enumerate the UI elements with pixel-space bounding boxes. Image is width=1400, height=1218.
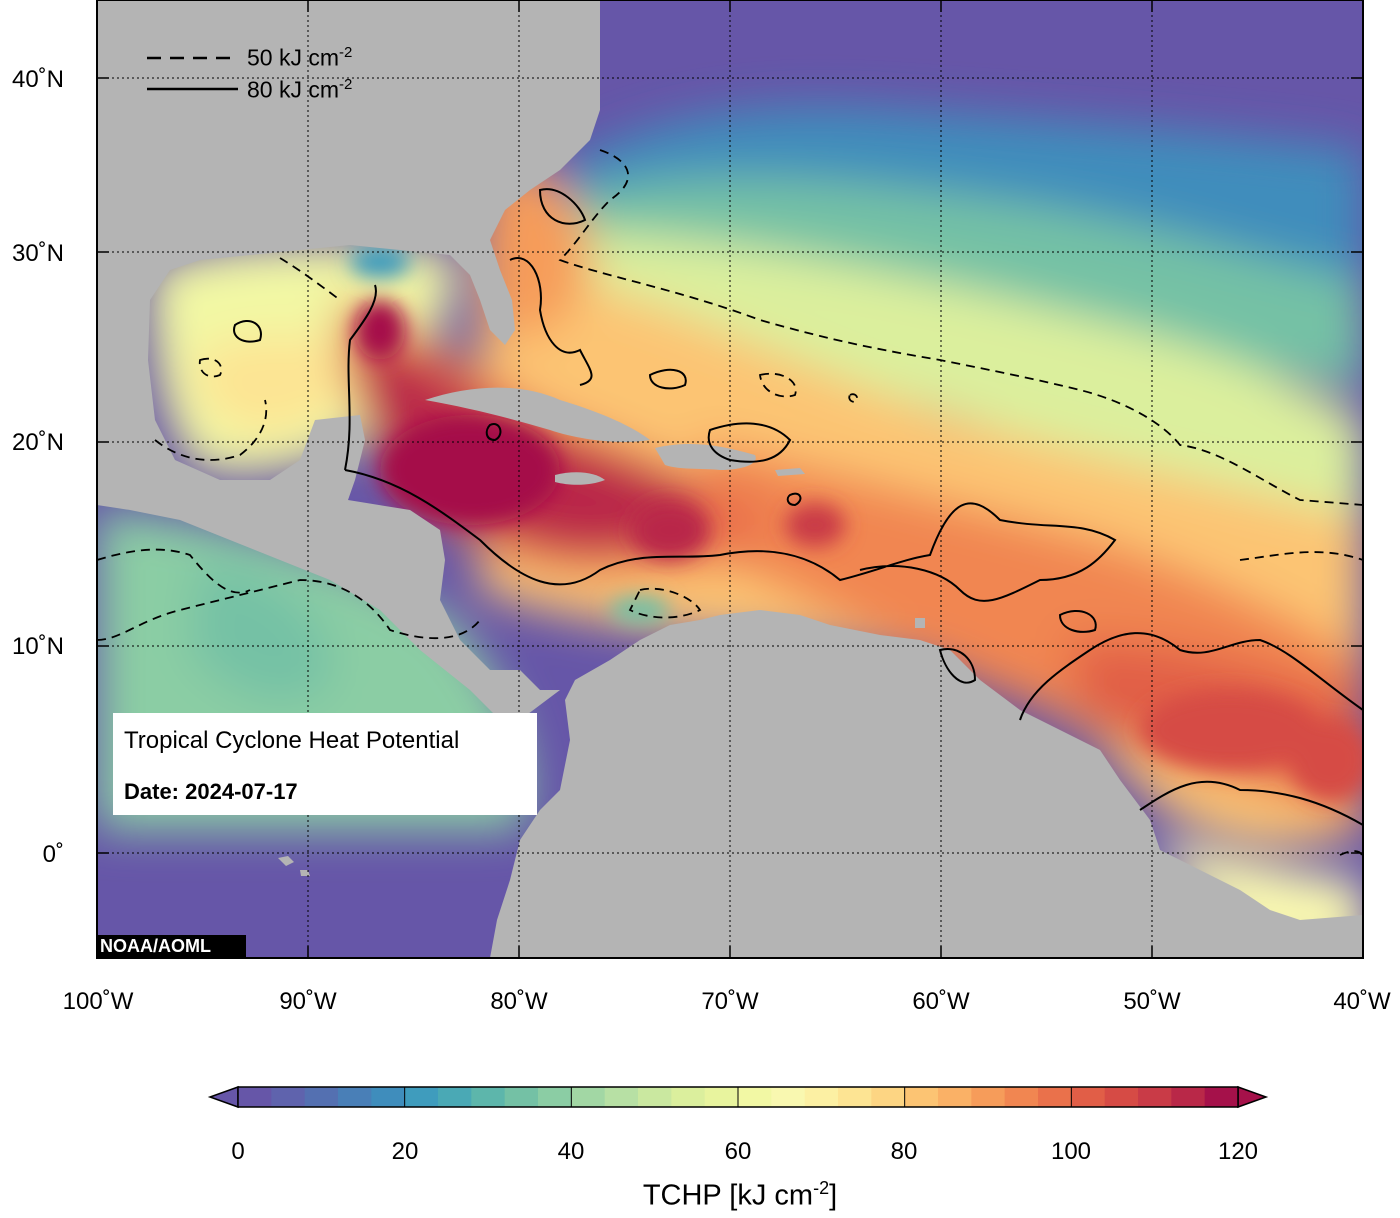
lon-label: 80˚W: [490, 988, 548, 1015]
colorbar-segment: [538, 1087, 572, 1107]
colorbar-segment: [438, 1087, 472, 1107]
colorbar-segment: [504, 1087, 539, 1107]
legend-dashed-text: 50 kJ cm: [247, 44, 340, 71]
colorbar-segment: [304, 1087, 339, 1107]
lat-label: 0˚: [42, 841, 64, 868]
colorbar-segment: [704, 1087, 739, 1107]
colorbar-segment: [838, 1087, 872, 1107]
colorbar-segment: [1138, 1087, 1172, 1107]
colorbar-segment: [738, 1087, 772, 1107]
legend-solid-text: 80 kJ cm: [247, 76, 340, 103]
lon-label: 40˚W: [1333, 988, 1391, 1015]
colorbar-over-arrow: [1237, 1085, 1269, 1109]
contours-dashed: [97, 149, 1363, 861]
colorbar-tick-label: 0: [231, 1138, 245, 1165]
colorbar-segment: [904, 1087, 939, 1107]
colorbar-segment: [638, 1087, 672, 1107]
colorbar-tick-label: 120: [1217, 1138, 1259, 1165]
colorbar-segment: [338, 1087, 372, 1107]
lon-label: 100˚W: [62, 988, 134, 1015]
colorbar-tick-label: 40: [557, 1138, 585, 1165]
lat-label: 30˚N: [11, 240, 64, 267]
legend-solid-sup: -2: [339, 76, 353, 93]
contour-legend: [147, 56, 238, 91]
colorbar-segment: [404, 1087, 439, 1107]
legend-dashed-sup: -2: [339, 44, 353, 61]
colorbar-title: TCHP [kJ cm-2]: [643, 1178, 837, 1213]
colorbar-tick-label: 60: [724, 1138, 752, 1165]
colorbar-segment: [804, 1087, 839, 1107]
colorbar-tick-label: 20: [391, 1138, 419, 1165]
lat-label: 40˚N: [11, 66, 64, 93]
lon-label: 60˚W: [912, 988, 970, 1015]
colorbar-title-end: ]: [829, 1179, 838, 1212]
lat-label: 20˚N: [11, 429, 64, 456]
colorbar-segment: [1104, 1087, 1139, 1107]
colorbar-segment: [271, 1087, 306, 1107]
colorbar-segment: [871, 1087, 906, 1107]
colorbar-segment: [471, 1087, 506, 1107]
colorbar-segment: [938, 1087, 972, 1107]
colorbar-segment: [238, 1087, 272, 1107]
colorbar-tick-label: 80: [890, 1138, 918, 1165]
legend-dashed-label: 50 kJ cm-2: [247, 44, 352, 72]
legend-solid-label: 80 kJ cm-2: [247, 76, 352, 104]
colorbar-tick-label: 100: [1050, 1138, 1092, 1165]
info-box: Tropical Cyclone Heat Potential Date: 20…: [113, 713, 537, 815]
colorbar-segment: [604, 1087, 639, 1107]
colorbar-segment: [1004, 1087, 1039, 1107]
lon-label: 50˚W: [1123, 988, 1181, 1015]
lat-label: 10˚N: [11, 633, 64, 660]
info-title: Tropical Cyclone Heat Potential: [124, 727, 460, 754]
lon-label: 90˚W: [279, 988, 337, 1015]
colorbar-segment: [571, 1087, 606, 1107]
colorbar-segment: [1071, 1087, 1106, 1107]
info-date: Date: 2024-07-17: [124, 779, 298, 804]
colorbar-segment: [1204, 1087, 1239, 1107]
lon-label: 70˚W: [701, 988, 759, 1015]
colorbar-title-sup: -2: [813, 1178, 830, 1198]
contours: [233, 188, 1363, 826]
ticks: [97, 0, 1363, 958]
colorbar-under-arrow: [207, 1085, 239, 1109]
colorbar-segment: [671, 1087, 706, 1107]
colorbar-segment: [1171, 1087, 1206, 1107]
colorbar-segment: [771, 1087, 806, 1107]
land: [97, 0, 1363, 958]
credit-label: NOAA/AOML: [97, 935, 246, 957]
colorbar-segment: [971, 1087, 1006, 1107]
gridlines: [97, 0, 1363, 958]
colorbar: [207, 1085, 1269, 1109]
colorbar-title-text: TCHP [kJ cm: [642, 1179, 814, 1212]
colorbar-segment: [1038, 1087, 1072, 1107]
colorbar-segment: [371, 1087, 406, 1107]
